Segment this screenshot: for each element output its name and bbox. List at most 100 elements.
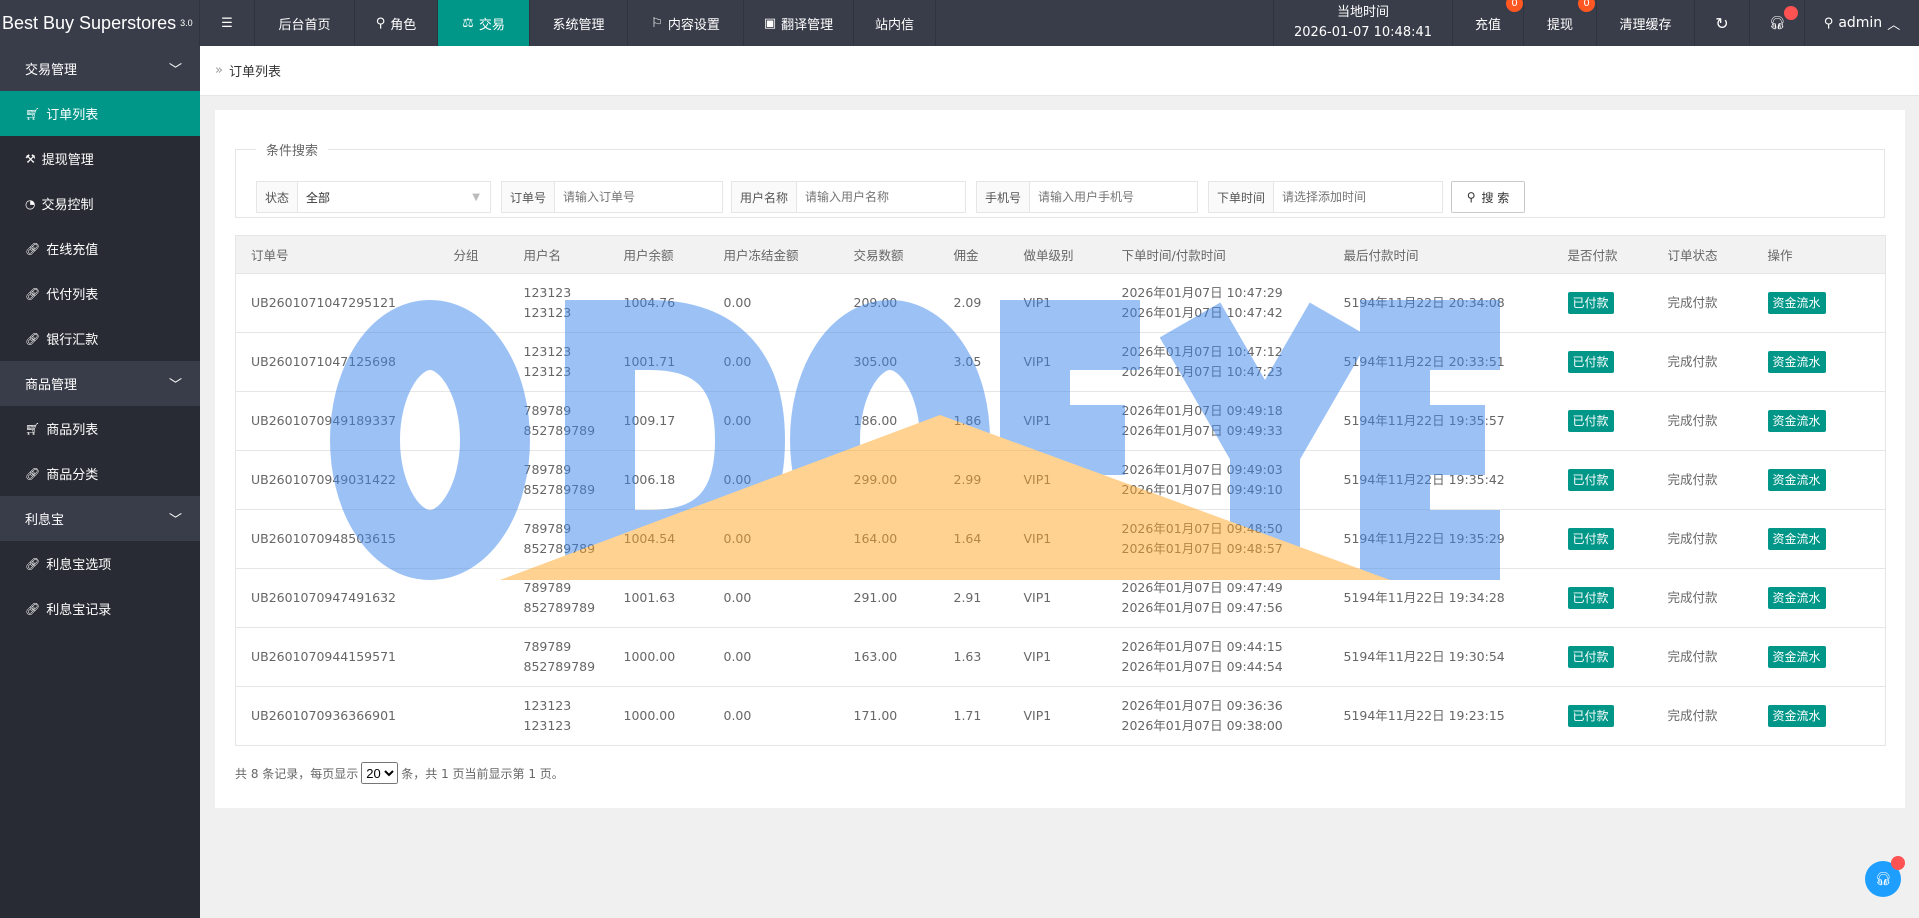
sidebar-group[interactable]: 商品管理 ﹀	[0, 361, 200, 406]
balance: 1004.76	[608, 273, 709, 333]
order-time-field[interactable]: 下单时间	[1208, 181, 1443, 213]
balance: 1006.18	[608, 450, 709, 510]
column-header: 用户冻结金额	[708, 235, 839, 274]
search-button[interactable]: ⚲ 搜 索	[1451, 181, 1525, 213]
sidebar-item[interactable]: 🔗︎ 银行汇款	[25, 331, 99, 349]
fund-flow-button[interactable]: 资金流水	[1767, 351, 1826, 373]
topnav-3[interactable]: 系统管理	[530, 0, 628, 46]
order-number-field[interactable]: 订单号	[501, 181, 723, 213]
order-number-input[interactable]	[555, 182, 722, 212]
sidebar-group[interactable]: 利息宝 ﹀	[0, 496, 200, 541]
phone-input[interactable]	[1030, 182, 1197, 212]
withdraw-button[interactable]: 提现 0	[1524, 0, 1597, 46]
commission: 2.91	[938, 568, 1009, 628]
amount: 299.00	[838, 450, 939, 510]
pagination: 共 8 条记录，每页显示 20 条，共 1 页当前显示第 1 页。	[235, 762, 564, 784]
topnav-4[interactable]: ⚐ 内容设置	[628, 0, 744, 46]
scale-icon: ⚖	[462, 15, 474, 31]
fund-flow-button[interactable]: 资金流水	[1767, 410, 1826, 432]
topnav-1[interactable]: ⚲ 角色	[355, 0, 438, 46]
column-header: 订单号	[235, 235, 439, 274]
username-input[interactable]	[797, 182, 965, 212]
sidebar-item[interactable]: 🔗︎ 商品分类	[25, 466, 99, 484]
notification-dot	[1891, 856, 1905, 870]
order-times: 2026年01月07日 09:47:49 2026年01月07日 09:47:56	[1106, 568, 1329, 628]
column-header: 下单时间/付款时间	[1106, 235, 1329, 274]
cart-icon: 🛒︎	[25, 106, 41, 121]
topnav-6[interactable]: 站内信	[854, 0, 936, 46]
fund-flow-button[interactable]: 资金流水	[1767, 469, 1826, 491]
sidebar-item[interactable]: 🔗︎ 代付列表	[25, 286, 99, 304]
paid-badge: 已付款	[1567, 292, 1614, 314]
column-header: 佣金	[938, 235, 1009, 274]
table-row: UB2601070949189337 789789 852789789 1009.…	[235, 391, 1886, 451]
username: 123123 123123	[508, 332, 609, 392]
breadcrumb-current[interactable]: 订单列表	[228, 65, 281, 80]
paid-badge: 已付款	[1567, 705, 1614, 727]
link-icon: 🔗︎	[25, 241, 41, 256]
username: 789789 852789789	[508, 391, 609, 451]
frozen: 0.00	[708, 391, 839, 451]
customer-service-button[interactable]: 🎧︎	[1865, 856, 1905, 897]
table-row: UB2601070947491632 789789 852789789 1001.…	[235, 568, 1886, 628]
sidebar-item[interactable]: ⚒ 提现管理	[25, 151, 94, 169]
support-button[interactable]: 🎧︎	[1750, 0, 1805, 46]
topnav-5[interactable]: ▣ 翻译管理	[744, 0, 854, 46]
frozen: 0.00	[708, 332, 839, 392]
sidebar-item[interactable]: 🔗︎ 利息宝记录	[25, 601, 112, 619]
table-row: UB2601070948503615 789789 852789789 1004.…	[235, 509, 1886, 569]
amount: 171.00	[838, 686, 939, 746]
page-size-select[interactable]: 20	[361, 762, 399, 784]
username-field[interactable]: 用户名称	[731, 181, 966, 213]
order-id: UB2601070936366901	[235, 686, 439, 746]
withdraw-badge: 0	[1578, 0, 1595, 12]
group	[438, 627, 509, 687]
fund-flow-button[interactable]: 资金流水	[1767, 587, 1826, 609]
commission: 2.99	[938, 450, 1009, 510]
user-menu[interactable]: ⚲ admin ︿	[1823, 15, 1901, 33]
fund-flow-button[interactable]: 资金流水	[1767, 646, 1826, 668]
balance: 1001.71	[608, 332, 709, 392]
sidebar-item[interactable]: 🛒︎ 商品列表	[25, 421, 99, 439]
amount: 163.00	[838, 627, 939, 687]
order-times: 2026年01月07日 10:47:12 2026年01月07日 10:47:23	[1106, 332, 1329, 392]
table-row: UB2601071047125698 123123 123123 1001.71 …	[235, 332, 1886, 392]
order-id: UB2601071047295121	[235, 273, 439, 333]
column-header: 做单级别	[1008, 235, 1107, 274]
last-payment-time: 5194年11月22日 19:35:57	[1328, 391, 1553, 451]
order-status: 完成付款	[1652, 273, 1753, 333]
chevron-down-icon: ﹀	[168, 378, 182, 393]
sidebar-item[interactable]: 🛒︎ 订单列表	[0, 91, 200, 136]
sidebar-group[interactable]: 交易管理 ﹀	[0, 46, 200, 91]
recharge-button[interactable]: 充值 0	[1453, 0, 1524, 46]
top-bar: Best Buy Superstores 3.0 ☰ 后台首页 ⚲ 角色 ⚖ 交易 系统管理…	[0, 0, 1919, 46]
group	[438, 391, 509, 451]
sidebar-item[interactable]: ◔ 交易控制	[25, 196, 94, 214]
fund-flow-button[interactable]: 资金流水	[1767, 705, 1826, 727]
sidebar-item[interactable]: 🔗︎ 在线充值	[25, 241, 99, 259]
status-select[interactable]: 状态 全部 ▼	[256, 181, 491, 213]
clear-cache-button[interactable]: 清理缓存	[1597, 0, 1695, 46]
topnav-0[interactable]: 后台首页	[255, 0, 355, 46]
sidebar-toggle-button[interactable]: ☰	[200, 0, 255, 46]
order-times: 2026年01月07日 09:49:03 2026年01月07日 09:49:10	[1106, 450, 1329, 510]
frozen: 0.00	[708, 686, 839, 746]
order-id: UB2601070949031422	[235, 450, 439, 510]
topnav-2[interactable]: ⚖ 交易	[438, 0, 530, 46]
dashboard-icon: ◔	[25, 196, 36, 211]
group	[438, 332, 509, 392]
refresh-button[interactable]: ↻	[1695, 0, 1750, 46]
frozen: 0.00	[708, 568, 839, 628]
link-icon: 🔗︎	[25, 601, 41, 616]
fund-flow-button[interactable]: 资金流水	[1767, 292, 1826, 314]
commission: 1.64	[938, 509, 1009, 569]
fund-flow-button[interactable]: 资金流水	[1767, 528, 1826, 550]
paid-badge: 已付款	[1567, 646, 1614, 668]
sidebar-item[interactable]: 🔗︎ 利息宝选项	[25, 556, 112, 574]
paid-badge: 已付款	[1567, 410, 1614, 432]
phone-field[interactable]: 手机号	[976, 181, 1198, 213]
order-time-input[interactable]	[1274, 182, 1442, 212]
last-payment-time: 5194年11月22日 20:33:51	[1328, 332, 1553, 392]
headset-icon: 🎧︎	[1768, 15, 1786, 31]
